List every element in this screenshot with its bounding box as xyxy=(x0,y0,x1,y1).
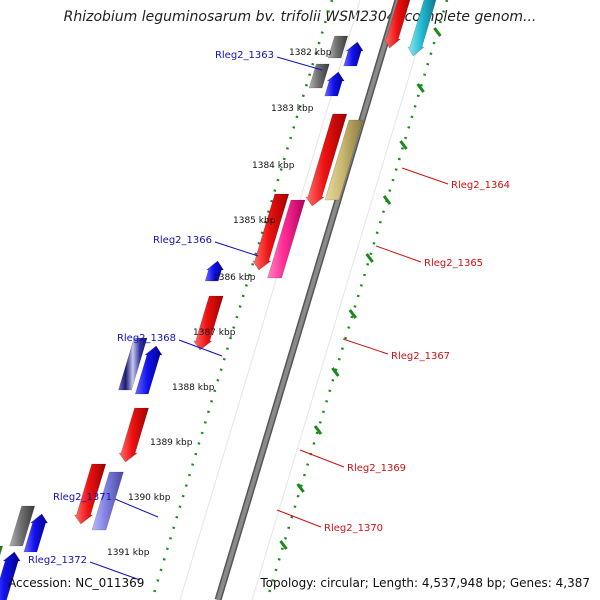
kbp-label: 1382 kbp xyxy=(289,48,332,58)
gene-label-rleg2_1370[interactable]: Rleg2_1370 xyxy=(324,523,383,534)
major-tick xyxy=(313,425,323,435)
major-tick xyxy=(382,195,392,205)
feature-pink-1365[interactable] xyxy=(267,199,306,279)
feature-red-1365[interactable] xyxy=(252,193,290,271)
lane-right xyxy=(265,0,449,600)
feature-red-top[interactable] xyxy=(383,0,413,49)
feature-blue-1363b[interactable] xyxy=(324,71,345,97)
kbp-label: 1384 kbp xyxy=(252,161,295,171)
accession-text: Accession: NC_011369 xyxy=(8,576,145,590)
leader-line xyxy=(114,498,159,518)
kbp-label: 1388 kbp xyxy=(172,383,215,393)
guide-right xyxy=(251,0,433,600)
gene-label-rleg2_1364[interactable]: Rleg2_1364 xyxy=(451,180,510,191)
gene-label-rleg2_1368[interactable]: Rleg2_1368 xyxy=(117,333,176,344)
feature-red-1364[interactable] xyxy=(305,113,348,207)
feature-grey-1363a[interactable] xyxy=(327,35,349,59)
major-tick xyxy=(279,540,288,550)
kbp-label: 1390 kbp xyxy=(128,493,171,503)
feature-blue-1372[interactable] xyxy=(0,551,21,600)
major-tick xyxy=(296,483,305,493)
feature-red-1369[interactable] xyxy=(118,407,150,463)
kbp-label: 1391 kbp xyxy=(107,548,150,558)
kbp-label: 1387 kbp xyxy=(193,328,236,338)
leader-line xyxy=(299,449,345,468)
gene-label-rleg2_1367[interactable]: Rleg2_1367 xyxy=(391,351,450,362)
gene-label-rleg2_1365[interactable]: Rleg2_1365 xyxy=(424,258,483,269)
gene-label-rleg2_1372[interactable]: Rleg2_1372 xyxy=(28,555,87,566)
feature-blue-1371[interactable] xyxy=(23,513,49,553)
feature-blue-1368[interactable] xyxy=(134,345,163,395)
major-tick xyxy=(348,309,357,319)
major-tick xyxy=(399,140,408,150)
leader-line xyxy=(276,509,322,528)
leader-line xyxy=(89,561,141,581)
gene-label-rleg2_1363[interactable]: Rleg2_1363 xyxy=(215,50,274,61)
kbp-label: 1383 kbp xyxy=(271,104,314,114)
feature-navy-1368[interactable] xyxy=(118,337,148,391)
feature-grey-1371[interactable] xyxy=(9,505,36,547)
feature-grey-1363b[interactable] xyxy=(308,63,330,89)
gene-label-rleg2_1371[interactable]: Rleg2_1371 xyxy=(53,492,112,503)
kbp-label: 1386 kbp xyxy=(213,273,256,283)
feature-violet-1370[interactable] xyxy=(91,471,124,531)
guide-left xyxy=(179,0,361,600)
feature-khaki-1364[interactable] xyxy=(324,119,364,201)
leader-line xyxy=(375,245,422,263)
feature-cyan-top[interactable] xyxy=(407,0,439,57)
feature-blue-1366[interactable] xyxy=(204,260,225,282)
gene-label-rleg2_1366[interactable]: Rleg2_1366 xyxy=(153,235,212,246)
major-tick xyxy=(433,27,442,37)
major-tick xyxy=(365,253,374,263)
major-tick xyxy=(416,83,425,93)
leader-line xyxy=(276,56,323,71)
leader-line xyxy=(342,338,389,355)
feature-blue-1363a[interactable] xyxy=(343,41,364,67)
gene-label-rleg2_1369[interactable]: Rleg2_1369 xyxy=(347,463,406,474)
major-tick xyxy=(331,367,340,377)
feature-red-1367[interactable] xyxy=(193,295,224,351)
feature-red-1370[interactable] xyxy=(73,463,107,525)
summary-text: Topology: circular; Length: 4,537,948 bp… xyxy=(260,576,590,590)
backbone xyxy=(216,0,400,600)
leader-line xyxy=(178,339,223,357)
kbp-label: 1385 kbp xyxy=(233,216,276,226)
leader-line xyxy=(214,241,259,257)
leader-line xyxy=(401,167,449,185)
feature-green-1372[interactable] xyxy=(0,545,4,600)
kbp-label: 1389 kbp xyxy=(150,438,193,448)
